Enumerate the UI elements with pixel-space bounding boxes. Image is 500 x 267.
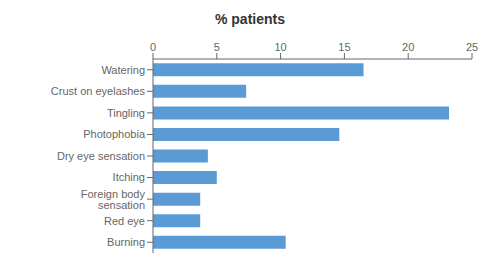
svg-text:Photophobia: Photophobia	[83, 128, 146, 140]
svg-text:10: 10	[274, 41, 286, 53]
svg-text:Burning: Burning	[107, 236, 145, 248]
svg-text:Foreign bodysensation: Foreign bodysensation	[81, 188, 146, 211]
html-text:% patients: % patients	[215, 11, 285, 27]
svg-text:Crust on eyelashes: Crust on eyelashes	[51, 85, 146, 97]
svg-text:Dry eye sensation: Dry eye sensation	[57, 150, 145, 162]
svg-text:15: 15	[338, 41, 350, 53]
svg-text:Watering: Watering	[101, 64, 145, 76]
svg-text:20: 20	[402, 41, 414, 53]
svg-text:25: 25	[466, 41, 478, 53]
svg-text:Red eye: Red eye	[104, 215, 145, 227]
svg-text:0: 0	[150, 41, 156, 53]
svg-text:5: 5	[214, 41, 220, 53]
svg-text:Tingling: Tingling	[107, 107, 145, 119]
svg-text:Itching: Itching	[113, 171, 145, 183]
